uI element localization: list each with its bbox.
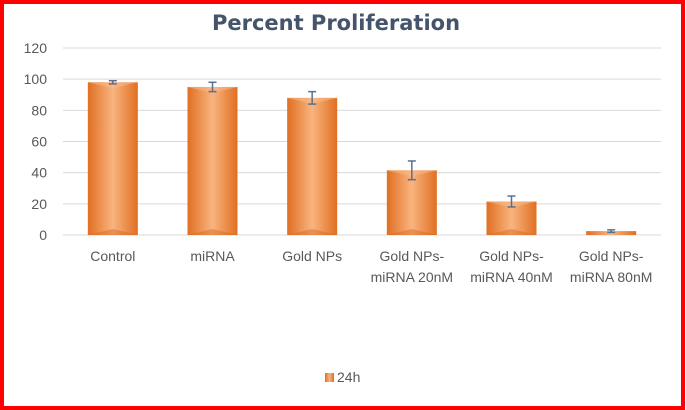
bar bbox=[87, 82, 138, 236]
bars bbox=[87, 82, 637, 236]
x-axis-labels: Control miRNA Gold NPs Gold NPs-miRNA 20nM G… bbox=[90, 248, 652, 285]
gridlines bbox=[63, 47, 661, 236]
error-bars bbox=[108, 79, 616, 234]
bar bbox=[187, 86, 238, 235]
x-category-label: Gold NPs- bbox=[380, 248, 445, 264]
error-bar bbox=[208, 81, 217, 93]
legend: 24h bbox=[325, 369, 360, 385]
bar-bevel-bottom bbox=[486, 229, 537, 235]
bar-bevel-bottom bbox=[287, 229, 338, 235]
bar-bevel-bottom bbox=[87, 229, 138, 235]
y-tick-label: 100 bbox=[24, 71, 48, 87]
error-bar bbox=[607, 229, 616, 234]
y-tick-label: 80 bbox=[31, 102, 47, 118]
bar-body bbox=[386, 170, 437, 235]
x-category-label: Control bbox=[90, 248, 135, 264]
x-category-label: Gold NPs- bbox=[579, 248, 644, 264]
legend-label: 24h bbox=[337, 369, 360, 385]
bar bbox=[287, 97, 338, 235]
y-tick-label: 120 bbox=[24, 40, 48, 56]
x-category-label: miRNA 40nM bbox=[470, 269, 552, 285]
bar-bevel-bottom bbox=[386, 229, 437, 235]
error-bar bbox=[308, 90, 317, 105]
x-category-label: miRNA 80nM bbox=[570, 269, 652, 285]
legend-swatch bbox=[325, 373, 334, 382]
bar-bevel-top bbox=[87, 82, 138, 89]
bar-body bbox=[187, 86, 238, 235]
error-bar bbox=[507, 195, 516, 208]
y-tick-label: 20 bbox=[31, 196, 47, 212]
bar-body bbox=[287, 97, 338, 235]
bar-body bbox=[87, 82, 138, 236]
y-tick-label: 0 bbox=[39, 227, 47, 243]
y-tick-label: 40 bbox=[31, 165, 47, 181]
x-category-label: Gold NPs- bbox=[479, 248, 544, 264]
x-category-label: miRNA bbox=[190, 248, 235, 264]
y-tick-label: 60 bbox=[31, 134, 47, 150]
error-bar bbox=[108, 79, 117, 85]
chart-svg: Percent Proliferation 0 20 40 60 80 100 120 Co… bbox=[24, 11, 661, 385]
error-bar bbox=[407, 160, 416, 181]
chart-title: Percent Proliferation bbox=[212, 11, 460, 35]
x-category-label: Gold NPs bbox=[282, 248, 342, 264]
y-axis-ticks: 0 20 40 60 80 100 120 bbox=[24, 40, 48, 243]
bar bbox=[386, 170, 437, 235]
bar-bevel-bottom bbox=[187, 229, 238, 235]
x-category-label: miRNA 20nM bbox=[371, 269, 453, 285]
